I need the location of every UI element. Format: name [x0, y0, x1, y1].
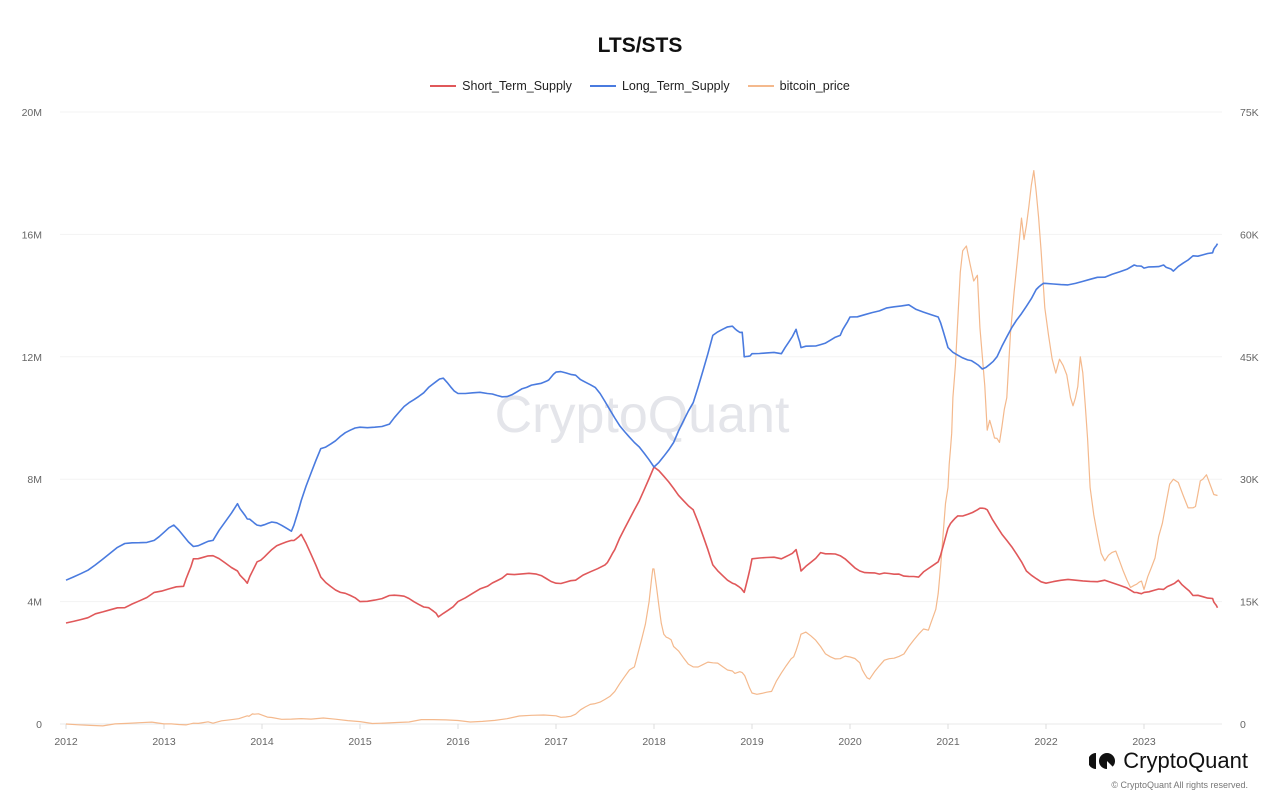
y-left-tick: 16M	[22, 229, 42, 241]
x-tick: 2016	[446, 736, 470, 748]
series-line-long-term-supply[interactable]	[65, 243, 1219, 581]
y-right-tick: 45K	[1240, 352, 1259, 364]
brand-logo: CryptoQuant	[1089, 748, 1248, 774]
x-tick: 2015	[348, 736, 372, 748]
legend-swatch-blue	[589, 85, 616, 87]
y-left-tick: 4M	[27, 597, 42, 609]
x-tick: 2021	[936, 736, 960, 748]
legend-swatch-orange	[747, 85, 774, 87]
y-axis-left: 0 4M 8M 12M 16M 20M	[22, 107, 43, 731]
grid-lines	[60, 111, 1222, 725]
y-right-tick: 15K	[1240, 597, 1259, 609]
y-left-tick: 8M	[27, 474, 42, 486]
legend-label: Long_Term_Supply	[621, 79, 730, 93]
x-axis: 2012 2013 2014 2015 2016 2017 2018 2019 2020 2021…	[54, 724, 1156, 748]
x-tick: 2017	[544, 736, 568, 748]
legend-label: Short_Term_Supply	[462, 79, 572, 93]
series-line-short-term-supply[interactable]	[65, 466, 1219, 624]
y-right-tick: 0	[1240, 719, 1246, 731]
y-right-tick: 75K	[1240, 107, 1259, 119]
legend-item-short-term-supply[interactable]: Short_Term_Supply	[430, 79, 572, 93]
x-tick: 2022	[1034, 736, 1058, 748]
series-lines	[65, 170, 1219, 727]
x-tick: 2018	[642, 736, 666, 748]
chart-legend: Short_Term_Supply Long_Term_Supply bitco…	[0, 79, 1280, 93]
x-tick: 2013	[152, 736, 176, 748]
x-tick: 2012	[54, 736, 78, 748]
cryptoquant-logo-icon	[1089, 753, 1116, 769]
watermark: CryptoQuant	[495, 386, 790, 444]
x-tick: 2014	[250, 736, 274, 748]
y-left-tick: 12M	[22, 352, 42, 364]
chart-title: LTS/STS	[597, 34, 683, 57]
brand-name: CryptoQuant	[1123, 748, 1248, 773]
y-right-tick: 30K	[1240, 474, 1259, 486]
y-right-tick: 60K	[1240, 229, 1259, 241]
copyright-text: © CryptoQuant All rights reserved.	[1111, 780, 1248, 790]
legend-label: bitcoin_price	[779, 79, 850, 93]
y-axis-right: 0 15K 30K 45K 60K 75K	[1240, 107, 1259, 731]
x-tick: 2020	[838, 736, 862, 748]
y-left-tick: 20M	[22, 107, 42, 119]
legend-item-long-term-supply[interactable]: Long_Term_Supply	[589, 79, 730, 93]
x-tick: 2019	[740, 736, 764, 748]
series-line-bitcoin-price[interactable]	[65, 170, 1218, 727]
y-left-tick: 0	[36, 719, 42, 731]
x-tick: 2023	[1132, 736, 1156, 748]
legend-item-bitcoin-price[interactable]: bitcoin_price	[747, 79, 850, 93]
legend-swatch-red	[430, 85, 457, 87]
